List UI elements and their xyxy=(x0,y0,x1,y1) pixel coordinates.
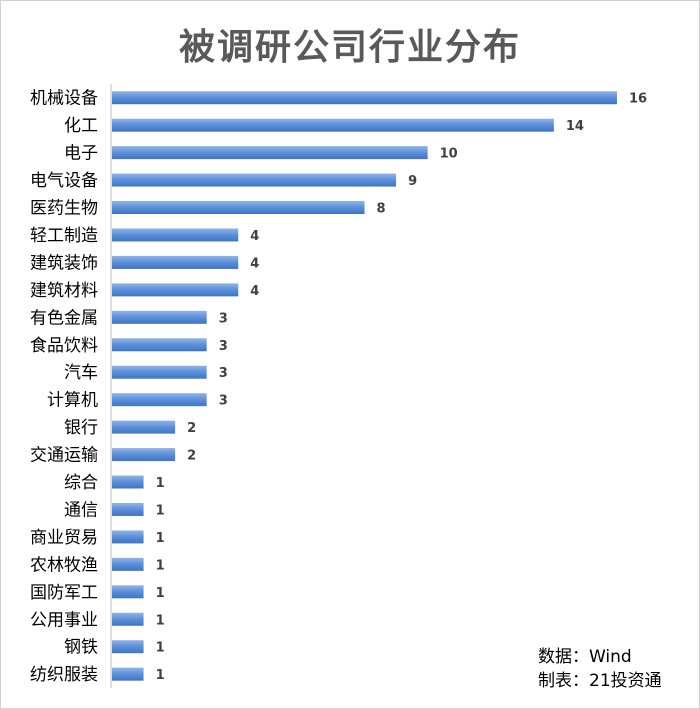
category-label: 电子 xyxy=(64,144,98,164)
data-label: 1 xyxy=(156,558,165,573)
bar xyxy=(112,173,397,187)
bar xyxy=(112,146,428,160)
bar xyxy=(112,255,239,269)
data-label: 2 xyxy=(187,449,196,464)
data-label: 2 xyxy=(187,421,196,436)
bar xyxy=(112,420,176,434)
bar xyxy=(112,310,207,324)
data-label: 3 xyxy=(219,311,228,326)
data-label: 10 xyxy=(440,147,458,162)
category-label: 计算机 xyxy=(47,391,98,411)
bar xyxy=(112,530,144,544)
category-label: 电气设备 xyxy=(30,171,98,191)
category-label: 建筑材料 xyxy=(30,281,98,301)
category-label: 农林牧渔 xyxy=(30,555,98,575)
bar xyxy=(112,228,239,242)
category-label: 公用事业 xyxy=(30,610,98,630)
category-label: 轻工制造 xyxy=(30,226,98,246)
data-label: 1 xyxy=(156,476,165,491)
bar xyxy=(112,393,207,407)
bar xyxy=(112,118,554,132)
chart-title: 被调研公司行业分布 xyxy=(178,27,521,68)
data-label: 3 xyxy=(219,339,228,354)
category-label: 食品饮料 xyxy=(30,336,98,356)
category-label: 交通运输 xyxy=(30,446,98,466)
source-made-by-line: 制表：21投资通 xyxy=(538,671,662,691)
category-label: 商业贸易 xyxy=(30,528,98,548)
category-label: 钢铁 xyxy=(64,638,98,658)
data-label: 4 xyxy=(250,256,259,271)
category-label: 汽车 xyxy=(64,363,98,383)
data-label: 16 xyxy=(629,92,647,107)
category-label: 机械设备 xyxy=(30,89,98,109)
data-label: 9 xyxy=(408,174,417,189)
bar xyxy=(112,585,144,599)
bar xyxy=(112,201,365,215)
data-label: 1 xyxy=(156,503,165,518)
category-label: 医药生物 xyxy=(30,199,98,219)
category-label: 银行 xyxy=(64,418,98,438)
category-label: 有色金属 xyxy=(30,308,98,328)
category-label: 通信 xyxy=(64,500,98,520)
category-label: 建筑装饰 xyxy=(30,253,98,273)
data-label: 1 xyxy=(156,613,165,628)
data-label: 1 xyxy=(156,641,165,656)
data-label: 1 xyxy=(156,586,165,601)
category-label: 综合 xyxy=(64,473,98,493)
data-label: 8 xyxy=(377,202,386,217)
bar xyxy=(112,667,144,681)
data-label: 14 xyxy=(566,119,584,134)
bar xyxy=(112,612,144,626)
data-label: 3 xyxy=(219,366,228,381)
bar xyxy=(112,640,144,654)
data-label: 3 xyxy=(219,394,228,409)
category-label: 纺织服装 xyxy=(30,665,98,685)
bar xyxy=(112,448,176,462)
source-data-line: 数据：Wind xyxy=(538,647,632,667)
category-label: 化工 xyxy=(64,116,98,136)
bar xyxy=(112,557,144,571)
bar xyxy=(112,475,144,489)
bar xyxy=(112,365,207,379)
bar xyxy=(112,283,239,297)
bar xyxy=(112,338,207,352)
bar xyxy=(112,502,144,516)
bar xyxy=(112,91,617,105)
data-label: 4 xyxy=(250,229,259,244)
data-label: 1 xyxy=(156,668,165,683)
data-label: 1 xyxy=(156,531,165,546)
bars-group: 机械设备 16 化工 14 电子 10 电气设备 9 医药生物 8 轻工制造 4 建筑装饰 4 建筑材料 4 有… xyxy=(30,89,647,685)
category-label: 国防军工 xyxy=(30,583,98,603)
source-note: 数据：Wind 制表：21投资通 xyxy=(538,645,662,693)
data-label: 4 xyxy=(250,284,259,299)
